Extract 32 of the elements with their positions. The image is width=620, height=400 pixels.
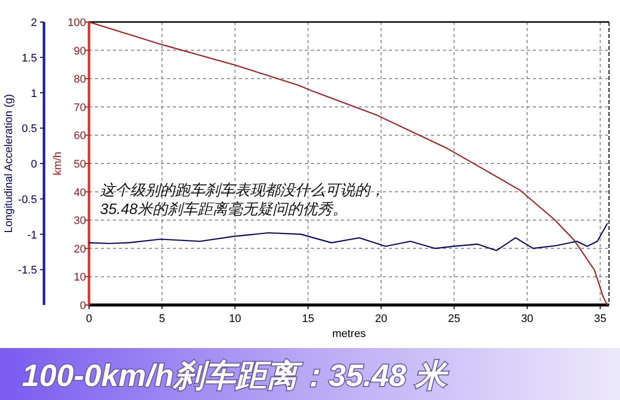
x-tick-label: 30 — [521, 313, 534, 325]
y-tick-label: 30 — [74, 215, 86, 228]
text: 100-0km/h刹车距离：35.48 米 — [22, 358, 449, 393]
y-tick-label: 50 — [74, 158, 86, 170]
y-tick-label: 0 — [80, 300, 86, 312]
y-tick-label: 100 — [68, 17, 86, 29]
y2-tick-label: -1 — [27, 229, 37, 242]
y-tick-label: 20 — [74, 243, 86, 256]
x-tick-label: 15 — [302, 313, 314, 325]
x-tick-label: 5 — [158, 313, 166, 325]
y-tick-label: 90 — [74, 45, 86, 58]
x-axis-title: metres — [332, 328, 366, 340]
y-tick-label: 80 — [74, 74, 86, 86]
x-tick-label: 25 — [448, 313, 460, 325]
x-tick-label: 10 — [228, 313, 242, 325]
y-tick-label: 60 — [74, 130, 86, 142]
y2-tick-label: 2 — [30, 17, 37, 29]
y-tick-label: 10 — [74, 272, 86, 284]
line-series — [88, 223, 608, 252]
x-tick-label: 35 — [594, 313, 606, 325]
y-axis-title: km/h — [52, 152, 64, 176]
annotation: 这个级别的跑车刹车表现都没什么可说的， 35.48米的刹车距离毫无疑问的优秀。 — [100, 182, 385, 218]
y2-axis-title: Longitudinal Acceleration (g) — [3, 94, 15, 233]
y2-tick-label: 1 — [30, 88, 37, 100]
y2-tick-label: 0 — [30, 158, 37, 170]
y2-tick-label: 1.5 — [22, 52, 37, 64]
x-tick-label: 20 — [375, 313, 388, 325]
y-tick-label: 70 — [74, 102, 86, 114]
y2-tick-label: 0.5 — [22, 123, 37, 136]
y2-tick-label: -1.5 — [18, 264, 37, 277]
y-tick-label: 40 — [74, 186, 86, 199]
y2-tick-label: -0.5 — [18, 194, 37, 206]
